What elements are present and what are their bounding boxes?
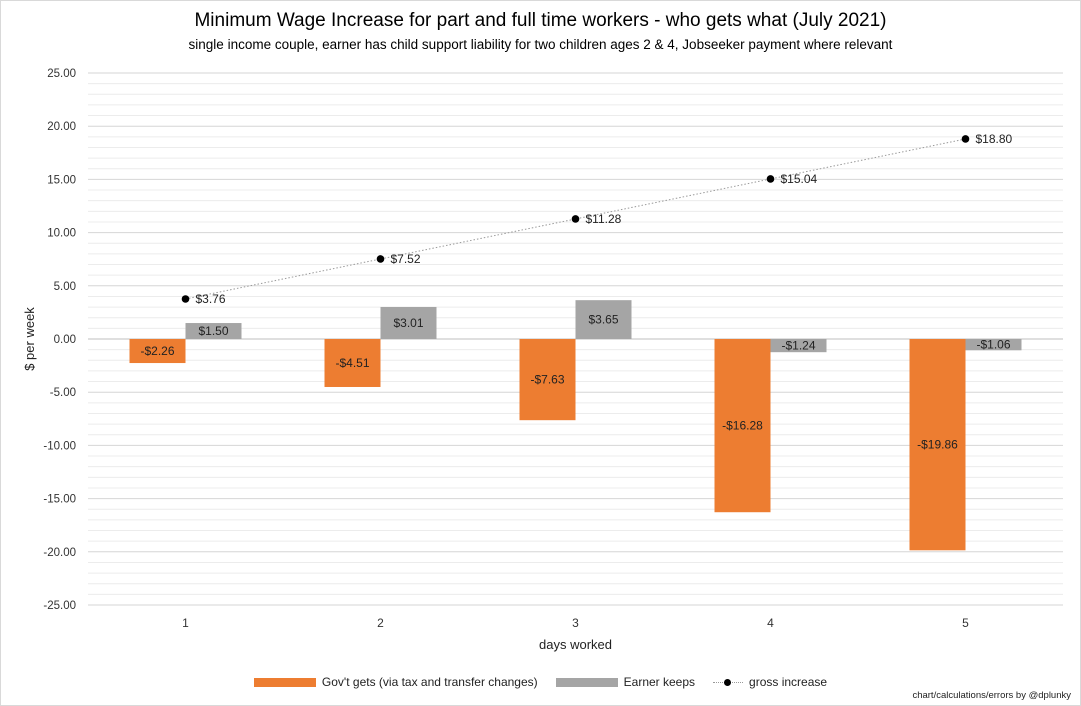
legend-item-govt-gets: Gov't gets (via tax and transfer changes… [253, 675, 538, 689]
chart-subtitle: single income couple, earner has child s… [188, 37, 893, 52]
y-tick-label: -20.00 [43, 547, 76, 559]
chart-title: Minimum Wage Increase for part and full … [194, 10, 887, 31]
gross-increase-point-5 [961, 135, 970, 143]
legend-label-earner-keeps: Earner keeps [623, 675, 696, 689]
y-tick-label: 5.00 [54, 281, 76, 293]
legend: Gov't gets (via tax and transfer changes… [0, 675, 1081, 689]
gross-increase-line: $3.76 $7.52 $11.28 $15.04 $18.80 [181, 132, 1013, 306]
earner-keeps-data-label-5: -$1.06 [976, 338, 1010, 352]
y-tick-label: 20.00 [47, 121, 76, 133]
earner-keeps-bar-2 [380, 306, 437, 339]
gross-increase-point-1 [181, 295, 190, 303]
gross-increase-point-2 [376, 255, 385, 263]
x-tick-label-5: 5 [962, 616, 969, 630]
govt-gets-data-label-2: -$4.51 [335, 356, 369, 370]
earner-keeps-data-label-2: $3.01 [393, 316, 423, 330]
gross-increase-data-label-3: $11.28 [586, 212, 622, 226]
gross-increase-point-4 [766, 175, 775, 183]
legend-label-govt-gets: Gov't gets (via tax and transfer changes… [321, 675, 538, 689]
earner-keeps-data-label-1: $1.50 [198, 324, 228, 338]
legend-item-gross-increase: gross increase [713, 675, 827, 689]
gross-increase-point-3 [571, 215, 580, 223]
earner-keeps-data-label-3: $3.65 [588, 313, 618, 327]
earner-keeps-bar-5 [965, 339, 1022, 351]
x-tick-label-1: 1 [182, 616, 189, 630]
earner-keeps-bar-4 [770, 339, 827, 353]
legend-label-gross-increase: gross increase [749, 675, 828, 689]
govt-gets-bar-1 [129, 339, 186, 364]
gross-increase-data-label-5: $18.80 [976, 132, 1013, 146]
govt-gets-data-label-1: -$2.26 [140, 344, 174, 358]
x-axis-label: days worked [539, 637, 612, 652]
y-tick-label: -10.00 [43, 440, 76, 452]
gross-increase-data-label-2: $7.52 [391, 252, 421, 266]
govt-gets-bar-5 [909, 339, 966, 551]
y-tick-label: 15.00 [47, 174, 76, 186]
govt-gets-data-label-3: -$7.63 [530, 373, 564, 387]
y-tick-label: 0.00 [54, 334, 76, 346]
major-gridlines [88, 72, 1063, 606]
credit-text: chart/calculations/errors by @dplunky [912, 690, 1071, 701]
y-tick-label: -25.00 [43, 600, 76, 612]
govt-gets-data-label-5: -$19.86 [917, 438, 958, 452]
y-axis-label: $ per week [22, 307, 37, 371]
govt-gets-bar-3 [519, 339, 576, 421]
earner-keeps-bar-3 [575, 300, 632, 339]
x-tick-label-2: 2 [377, 616, 384, 630]
x-tick-label-3: 3 [572, 616, 579, 630]
earner-keeps-data-label-4: -$1.24 [781, 339, 815, 353]
govt-gets-bar-2 [324, 339, 381, 387]
gross-increase-data-label-1: $3.76 [196, 292, 226, 306]
y-tick-label: 10.00 [47, 228, 76, 240]
y-tick-label: 25.00 [47, 68, 76, 80]
earner-keeps-bar-1 [185, 323, 242, 339]
x-tick-label-4: 4 [767, 616, 774, 630]
y-tick-labels: 25.00 20.00 15.00 10.00 5.00 0.00 -5.00 -10.00 -… [43, 68, 76, 612]
y-tick-label: -5.00 [50, 387, 76, 399]
legend-swatch-gross-increase [713, 678, 744, 687]
legend-swatch-earner-keeps [555, 677, 618, 687]
x-tick-labels: 1 2 3 4 5 [182, 616, 969, 630]
gross-increase-data-label-4: $15.04 [781, 172, 818, 186]
legend-item-earner-keeps: Earner keeps [555, 675, 696, 689]
govt-gets-data-label-4: -$16.28 [722, 419, 763, 433]
bars: -$2.26 -$4.51 -$7.63 -$16.28 -$19.86 $1.50 $3.… [129, 300, 1022, 551]
minor-gridlines [88, 83, 1063, 595]
y-tick-label: -15.00 [43, 494, 76, 506]
govt-gets-bar-4 [714, 339, 771, 513]
legend-swatch-govt-gets [253, 677, 316, 687]
